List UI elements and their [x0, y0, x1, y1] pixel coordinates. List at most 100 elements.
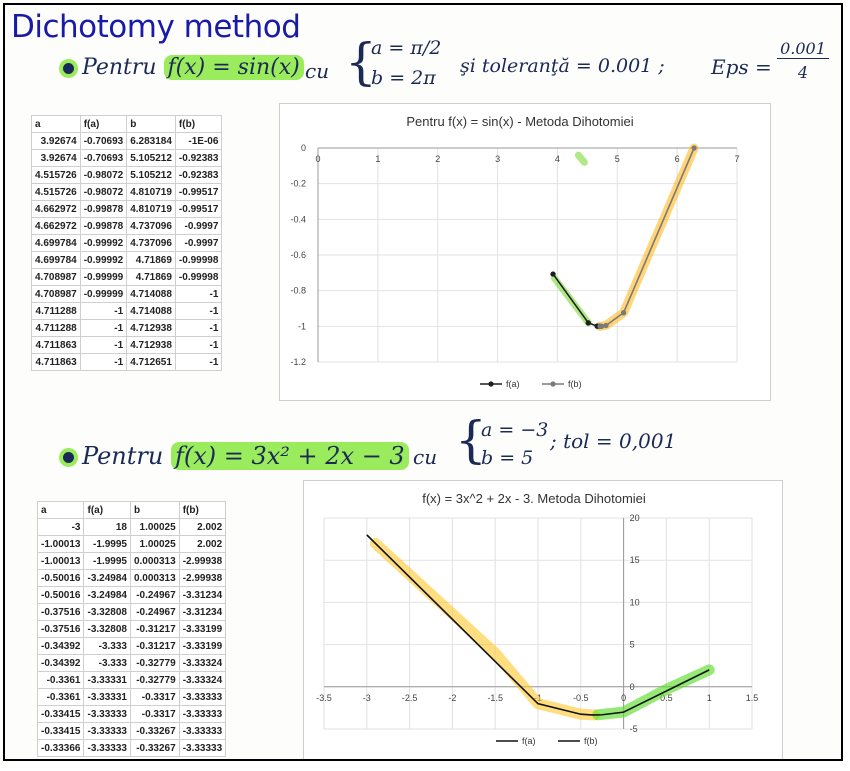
table-cell: -0.98072 [79, 166, 128, 184]
brace-icon: { [455, 411, 487, 469]
series-line-fb [595, 669, 710, 716]
x-tick-label: 7 [734, 154, 739, 164]
data-point [550, 271, 556, 277]
table-cell: -0.50016 [36, 569, 85, 587]
table-row: -1.00013 -1.9995 0.000313 -2.99938 [36, 552, 227, 570]
table-cell: -0.33366 [36, 739, 85, 757]
table-cell: 18 [83, 518, 131, 536]
table-cell: -0.92383 [174, 166, 223, 184]
section2-tolerance: ; tol = 0,001 [550, 429, 677, 453]
x-tick-label: -1.5 [487, 693, 503, 703]
table-cell: -1 [174, 319, 223, 337]
table-cell: -0.33415 [36, 705, 85, 723]
highlighter-green-dash [574, 151, 588, 166]
highlighter-orange [369, 537, 600, 721]
table-row: -0.33366 -3.33333 -0.33267 -3.33333 [36, 739, 227, 757]
table-cell: -1 [79, 336, 128, 354]
table-cell: -0.37516 [36, 603, 85, 621]
data-point [597, 323, 603, 329]
legend-label: f(a) [506, 379, 520, 389]
table-cell: -3.31234 [178, 603, 227, 621]
table-cell: 4.712938 [126, 319, 176, 337]
section2-function: f(x) = 3x² + 2x − 3 [170, 442, 409, 470]
table-header: a [36, 501, 85, 519]
table-cell: 4.699784 [31, 251, 81, 269]
table-cell: -0.3361 [36, 671, 85, 689]
table-cell: -3.333 [83, 654, 131, 672]
legend-marker [488, 381, 494, 387]
x-tick-label: 3 [495, 154, 500, 164]
table-row: 4.662972 -0.99878 4.737096 -0.9997 [31, 217, 223, 235]
x-tick-label: -2 [448, 693, 456, 703]
table-cell: -3.33199 [178, 620, 227, 638]
section2-prefix: Pentru [82, 442, 164, 470]
table-row: 4.711863 -1 4.712651 -1 [31, 353, 223, 371]
table-cell: -0.3361 [36, 688, 85, 706]
y-tick-label: 0 [630, 682, 635, 692]
table-cell: -2.99938 [178, 552, 227, 570]
table-cell: 4.737096 [126, 217, 176, 235]
table-cell: -0.99999 [79, 268, 128, 286]
table-row: -0.34392 -3.333 -0.32779 -3.33324 [36, 654, 227, 672]
table-cell: -0.50016 [36, 586, 85, 604]
highlighter-green [592, 664, 715, 721]
table-cell: -3.33333 [178, 688, 227, 706]
table-row: 4.708987 -0.99999 4.714088 -1 [31, 285, 223, 303]
table-row: 3.92674 -0.70693 5.105212 -0.92383 [31, 149, 223, 167]
section1-table: a f(a) b f(b) 3.92674 -0.70693 6.283184 -1E-06… [31, 115, 223, 371]
table-cell: -0.99999 [79, 285, 128, 303]
table-cell: -3.32808 [83, 620, 131, 638]
x-tick-label: 2 [435, 154, 440, 164]
table-cell: 3.92674 [31, 149, 81, 167]
table-cell: 4.810719 [126, 183, 176, 201]
table-cell: -1.00013 [36, 535, 85, 553]
section1-param-a: a = π/2 [371, 37, 442, 59]
table-row: -1.00013 -1.9995 1.00025 2.002 [36, 535, 227, 553]
table-cell: -3.33333 [83, 705, 131, 723]
table-row: -0.33415 -3.33333 -0.33267 -3.33333 [36, 722, 227, 740]
table-cell: -0.32779 [129, 654, 180, 672]
data-point [603, 322, 609, 329]
y-tick-label: -1.2 [290, 357, 306, 367]
table-cell: -2.99938 [178, 569, 227, 587]
table-cell: -0.33415 [36, 722, 85, 740]
table-cell: 4.708987 [31, 268, 81, 286]
table-cell: 5.105212 [126, 149, 176, 167]
table-cell: -1.9995 [83, 535, 131, 553]
table-row: -3 18 1.00025 2.002 [36, 518, 227, 536]
section1-chart: Pentru f(x) = sin(x) - Metoda Dihotomiei… [279, 103, 771, 401]
x-tick-label: 0 [621, 693, 626, 703]
table-cell: 4.711863 [31, 336, 81, 354]
table-cell: 4.712938 [126, 336, 176, 354]
legend-marker [550, 381, 556, 387]
table-row: 4.515726 -0.98072 5.105212 -0.92383 [31, 166, 223, 184]
table-cell: -1.9995 [83, 552, 131, 570]
y-tick-label: 20 [630, 513, 640, 523]
table-cell: -3 [36, 518, 85, 536]
table-cell: 4.711288 [31, 302, 81, 320]
table-cell: -0.99998 [174, 268, 223, 286]
table-row: 4.711288 -1 4.714088 -1 [31, 302, 223, 320]
table-cell: -3.33331 [83, 688, 131, 706]
data-point [585, 320, 591, 326]
table-cell: -3.24984 [83, 569, 131, 587]
section2-heading: Pentru f(x) = 3x² + 2x − 3 [63, 442, 409, 470]
page-title: Dichotomy method [11, 9, 301, 45]
section1-prefix: Pentru [82, 55, 157, 80]
table-cell: -0.3317 [129, 688, 180, 706]
table-cell: -0.9997 [174, 234, 223, 252]
legend-label: f(a) [522, 736, 536, 746]
table-cell: -0.33267 [129, 739, 180, 757]
table-cell: -0.99998 [174, 251, 223, 269]
x-tick-label: 0.5 [660, 693, 673, 703]
x-tick-label: -0.5 [573, 693, 589, 703]
section1-cu: cu [305, 59, 330, 83]
table-cell: 5.105212 [126, 166, 176, 184]
y-tick-label: 0 [301, 143, 306, 153]
x-tick-label: 1 [375, 154, 380, 164]
section1-chart-svg: Pentru f(x) = sin(x) - Metoda Dihotomiei… [290, 114, 739, 389]
brace-icon: { [345, 33, 377, 91]
table-cell: -0.98072 [79, 183, 128, 201]
table-cell: -1E-06 [174, 132, 223, 150]
x-tick-label: 5 [615, 154, 620, 164]
